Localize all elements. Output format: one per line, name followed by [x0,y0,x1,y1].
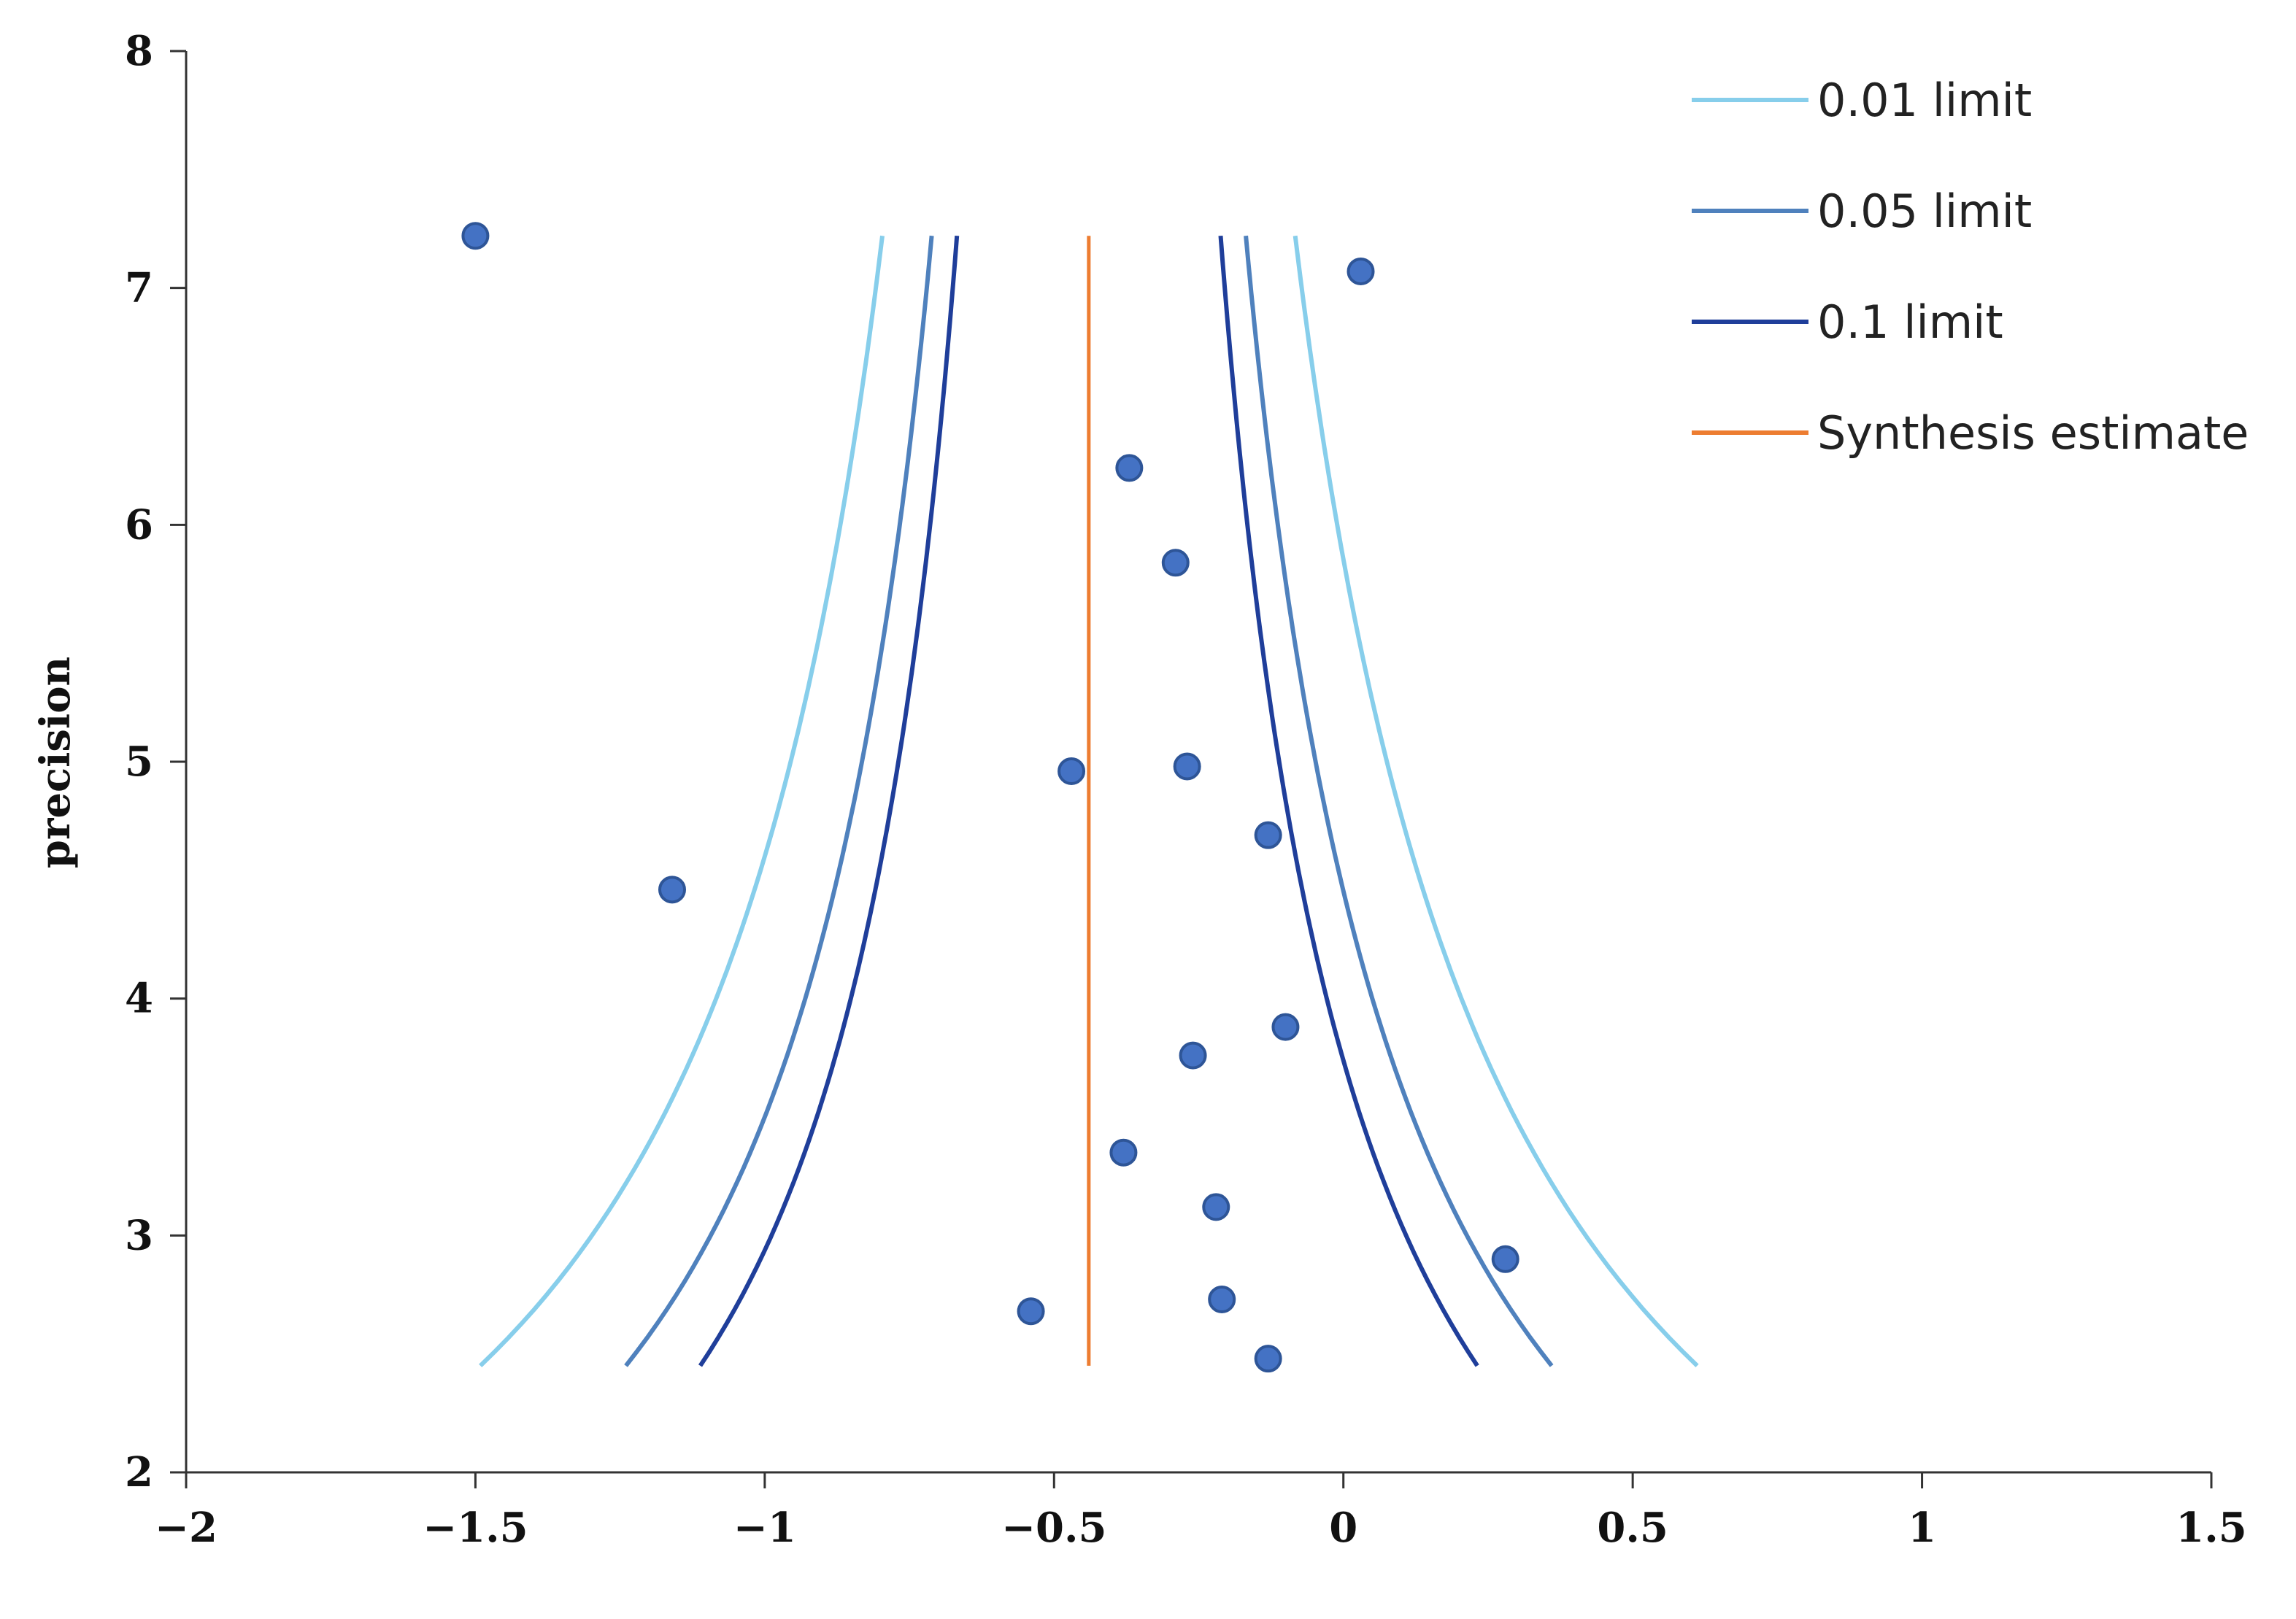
x-tick-label: 0.5 [1597,1504,1668,1552]
study-points [461,222,1519,1373]
data-point [461,222,490,250]
limit-curve-right [1293,235,1699,1368]
x-tick-label: −2 [155,1504,217,1552]
limit-curve-right [1244,235,1554,1367]
data-point [1208,1285,1236,1313]
y-axis-title: precision [31,657,80,869]
limit-curves [479,235,1699,1368]
data-point [1254,821,1282,849]
limit-curve-right [1218,235,1479,1367]
y-tick-label: 3 [125,1211,153,1259]
limit-curve-left [698,235,960,1367]
data-point [1115,454,1144,482]
data-point [658,876,686,904]
x-tick-label: −1 [733,1504,796,1552]
x-tick-label: 1 [1908,1504,1936,1552]
x-tick-label: 1.5 [2176,1504,2246,1552]
data-point [1109,1138,1138,1167]
limit-curve-left [624,235,934,1367]
y-tick-label: 8 [125,27,153,75]
y-tick-label: 4 [125,975,153,1023]
data-point [1017,1297,1045,1326]
data-point [1491,1245,1519,1273]
data-point [1173,752,1201,781]
limit-curve-left [479,235,885,1368]
y-tick-label: 7 [125,264,153,312]
data-point [1347,257,1375,285]
x-tick-label: −0.5 [1001,1504,1106,1552]
legend-label: 0.05 limit [1817,185,2032,238]
legend-label: 0.1 limit [1817,295,2003,349]
legend-label: 0.01 limit [1817,74,2032,127]
data-point [1058,757,1086,785]
data-point [1271,1013,1300,1041]
x-tick-label: −1.5 [423,1504,528,1552]
data-point [1179,1041,1207,1070]
x-axis-ticks: −2 −1.5 −1 −0.5 0 0.5 1 1.5 [155,1472,2247,1552]
legend: 0.01 limit 0.05 limit 0.1 limit Synthesis e… [1692,74,2249,460]
data-point [1254,1345,1282,1373]
legend-label: Synthesis estimate [1817,406,2249,460]
y-axis-ticks: 2 3 4 5 6 7 8 [125,27,186,1496]
y-tick-label: 2 [125,1448,153,1496]
y-tick-label: 5 [125,738,153,786]
data-point [1202,1193,1230,1221]
x-tick-label: 0 [1329,1504,1357,1552]
data-point [1161,549,1190,577]
y-tick-label: 6 [125,501,153,549]
